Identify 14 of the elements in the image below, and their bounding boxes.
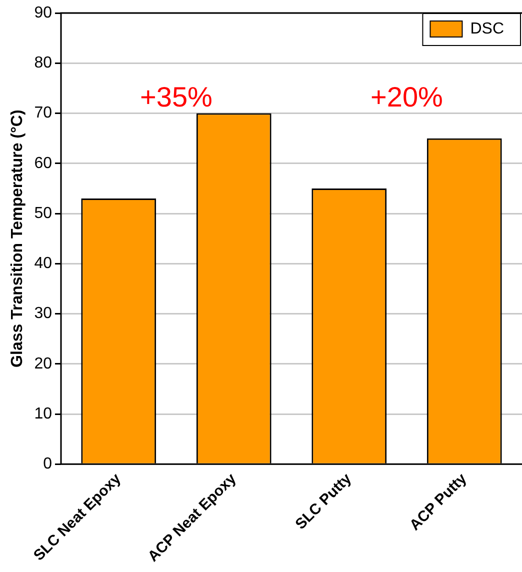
y-tick-label: 50 bbox=[34, 204, 52, 222]
y-tick-label: 20 bbox=[34, 355, 52, 372]
y-tick-label: 90 bbox=[34, 4, 52, 22]
annotation: +20% bbox=[370, 81, 443, 112]
y-tick-label: 70 bbox=[34, 104, 52, 122]
y-tick-label: 80 bbox=[34, 54, 52, 72]
y-axis-title: Glass Transition Temperature (°C) bbox=[9, 110, 26, 368]
annotation: +35% bbox=[140, 81, 212, 112]
y-tick-label: 40 bbox=[34, 255, 52, 272]
y-tick-label: 10 bbox=[34, 405, 52, 422]
y-tick-label: 0 bbox=[43, 456, 52, 473]
y-tick-label: 60 bbox=[34, 154, 52, 172]
legend-label: DSC bbox=[470, 20, 504, 38]
y-tick-label: 30 bbox=[34, 305, 52, 322]
